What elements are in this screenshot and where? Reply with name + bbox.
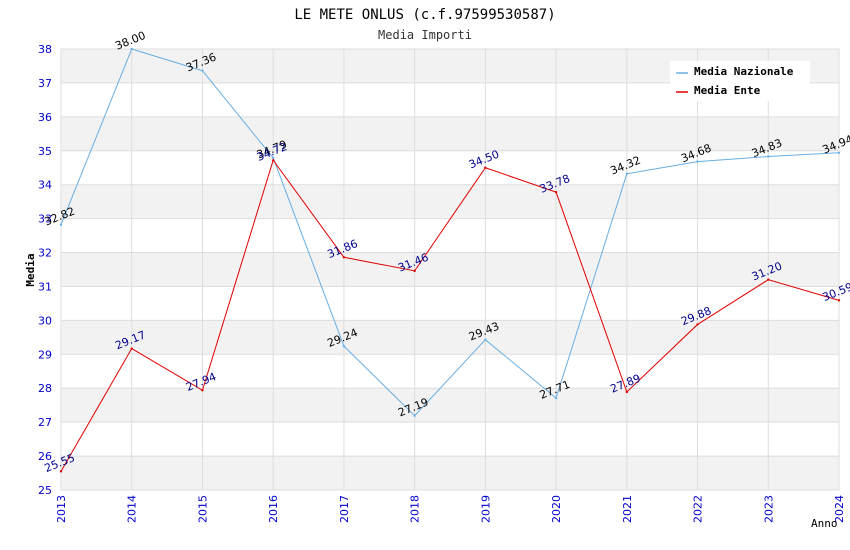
y-tick-label: 38 bbox=[38, 43, 52, 56]
x-tick-label: 2018 bbox=[409, 495, 422, 523]
y-tick-label: 25 bbox=[38, 484, 52, 497]
y-tick-label: 33 bbox=[38, 213, 52, 226]
y-tick-label: 27 bbox=[38, 416, 52, 429]
plot-band bbox=[61, 116, 839, 151]
y-axis-label: Media bbox=[24, 253, 37, 286]
data-point bbox=[696, 160, 699, 163]
y-tick-label: 30 bbox=[38, 314, 52, 327]
legend-box bbox=[670, 61, 810, 101]
plot-bands bbox=[61, 49, 839, 490]
plot-frame bbox=[60, 48, 840, 491]
data-point bbox=[767, 155, 770, 158]
y-tick-label: 37 bbox=[38, 77, 52, 90]
x-tick-label: 2013 bbox=[55, 495, 68, 523]
y-tick-label: 35 bbox=[38, 145, 52, 158]
x-tick-label: 2024 bbox=[833, 495, 846, 523]
data-point bbox=[271, 159, 275, 162]
data-point bbox=[413, 269, 416, 273]
x-tick-label: 2019 bbox=[479, 495, 492, 523]
y-tick-label: 29 bbox=[38, 348, 52, 361]
series-lines bbox=[59, 47, 841, 473]
legend: Media Nazionale Media Ente bbox=[670, 61, 810, 101]
plot-band bbox=[61, 422, 839, 457]
data-point bbox=[837, 299, 841, 302]
data-point bbox=[484, 338, 487, 341]
chart-subtitle: Media Importi bbox=[378, 28, 472, 42]
x-tick-label: 2015 bbox=[196, 495, 209, 523]
plot-band bbox=[61, 184, 839, 219]
chart-title: LE METE ONLUS (c.f.97599530587) bbox=[294, 7, 555, 23]
y-tick-label: 28 bbox=[38, 382, 52, 395]
plot-band bbox=[61, 320, 839, 355]
legend-label-media-ente: Media Ente bbox=[694, 84, 761, 97]
x-tick-label: 2017 bbox=[338, 495, 351, 523]
data-point bbox=[342, 344, 346, 348]
plot-band bbox=[61, 456, 839, 490]
data-point bbox=[413, 414, 416, 417]
data-point bbox=[554, 396, 558, 400]
data-point bbox=[271, 156, 275, 160]
data-point bbox=[201, 69, 204, 72]
x-axis-label: Anno bbox=[811, 517, 838, 530]
x-tick-label: 2021 bbox=[621, 495, 634, 523]
y-tick-label: 34 bbox=[38, 179, 52, 192]
x-tick-label: 2022 bbox=[692, 495, 705, 523]
plot-band bbox=[61, 388, 839, 423]
data-point bbox=[59, 223, 63, 226]
y-tick-label: 31 bbox=[38, 280, 52, 293]
data-point bbox=[837, 151, 841, 155]
plot-band bbox=[61, 150, 839, 185]
data-point bbox=[130, 347, 133, 350]
data-point bbox=[554, 190, 558, 194]
axis-ticks: 25 26 27 28 29 30 31 32 33 34 35 36 37 38 2013 2014 2015… bbox=[38, 43, 846, 523]
data-point bbox=[201, 389, 204, 392]
data-point bbox=[625, 172, 629, 176]
y-tick-label: 36 bbox=[38, 111, 52, 124]
plot-band bbox=[61, 218, 839, 253]
data-point bbox=[696, 323, 699, 326]
x-tick-label: 2020 bbox=[550, 495, 563, 523]
x-tick-label: 2023 bbox=[762, 495, 775, 523]
data-point bbox=[59, 470, 63, 473]
grid-lines bbox=[60, 48, 840, 491]
plot-band bbox=[61, 354, 839, 389]
data-point bbox=[767, 278, 770, 281]
y-tick-label: 32 bbox=[38, 247, 52, 260]
data-point bbox=[130, 47, 133, 51]
data-point bbox=[342, 256, 346, 259]
x-tick-label: 2014 bbox=[126, 495, 139, 523]
legend-label-media-nazionale: Media Nazionale bbox=[694, 65, 794, 78]
data-point bbox=[625, 390, 629, 394]
series-line-0 bbox=[60, 48, 840, 417]
plot-band bbox=[61, 252, 839, 287]
y-tick-label: 26 bbox=[38, 450, 52, 463]
x-tick-label: 2016 bbox=[267, 495, 280, 523]
plot-band bbox=[61, 286, 839, 321]
data-point bbox=[484, 166, 487, 169]
series-line-1 bbox=[60, 159, 840, 472]
